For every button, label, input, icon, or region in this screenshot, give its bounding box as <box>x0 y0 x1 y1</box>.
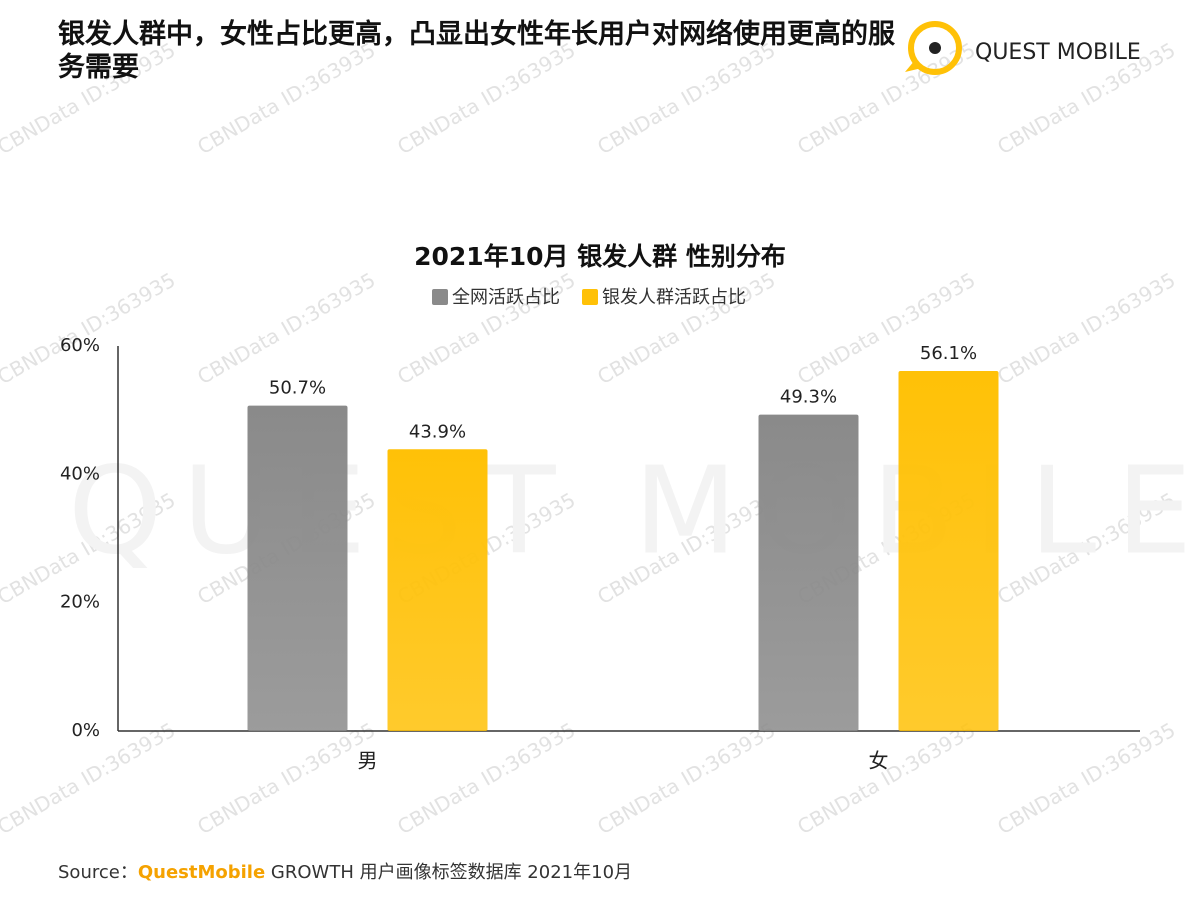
logo-tail <box>905 60 922 72</box>
legend-label: 银发人群活跃占比 <box>602 287 746 308</box>
watermark: CBNData ID:363935 <box>393 268 579 389</box>
watermark: CBNData ID:363935 <box>793 268 979 389</box>
bar <box>247 405 348 731</box>
legend-swatch <box>582 289 598 305</box>
bar <box>387 449 488 731</box>
data-label: 50.7% <box>269 378 326 399</box>
bar <box>898 371 999 731</box>
logo-text: QUEST MOBILE <box>975 40 1141 65</box>
y-tick-label: 20% <box>60 592 100 613</box>
legend-label: 全网活跃占比 <box>452 287 560 308</box>
watermark: CBNData ID:363935 <box>593 718 779 839</box>
logo-dot <box>929 42 941 54</box>
data-label: 43.9% <box>409 421 466 442</box>
watermark: CBNData ID:363935 <box>393 718 579 839</box>
y-tick-label: 40% <box>60 463 100 484</box>
watermark: CBNData ID:363935 <box>0 268 179 389</box>
x-tick-label: 女 <box>869 749 889 773</box>
chart-title: 2021年10月 银发人群 性别分布 <box>414 242 786 271</box>
x-tick-label: 男 <box>358 749 378 773</box>
watermark: CBNData ID:363935 <box>193 268 379 389</box>
logo-ring <box>908 21 962 75</box>
data-label: 56.1% <box>920 343 977 364</box>
bar <box>758 414 859 731</box>
y-tick-label: 60% <box>60 335 100 356</box>
legend-swatch <box>432 289 448 305</box>
source-brand: QuestMobile <box>137 862 266 883</box>
source-label: Source： <box>58 862 138 883</box>
watermark: CBNData ID:363935 <box>993 718 1179 839</box>
watermark: CBNData ID:363935 <box>793 718 979 839</box>
watermark: CBNData ID:363935 <box>593 268 779 389</box>
data-label: 49.3% <box>780 387 837 408</box>
source-text: GROWTH 用户画像标签数据库 2021年10月 <box>265 862 633 883</box>
page-title: 银发人群中，女性占比更高，凸显出女性年长用户对网络使用更高的服务需要 <box>58 19 895 83</box>
background-watermark: QUEST MOBILE <box>68 443 1200 582</box>
y-tick-label: 0% <box>71 720 100 741</box>
source: Source：QuestMobile GROWTH 用户画像标签数据库 2021… <box>58 858 632 884</box>
watermarks: CBNData ID:363935 CBNData ID:363935 CBNDat… <box>0 38 1200 839</box>
watermark: CBNData ID:363935 <box>193 718 379 839</box>
watermark: CBNData ID:363935 <box>993 268 1179 389</box>
logo-icon <box>905 21 962 75</box>
